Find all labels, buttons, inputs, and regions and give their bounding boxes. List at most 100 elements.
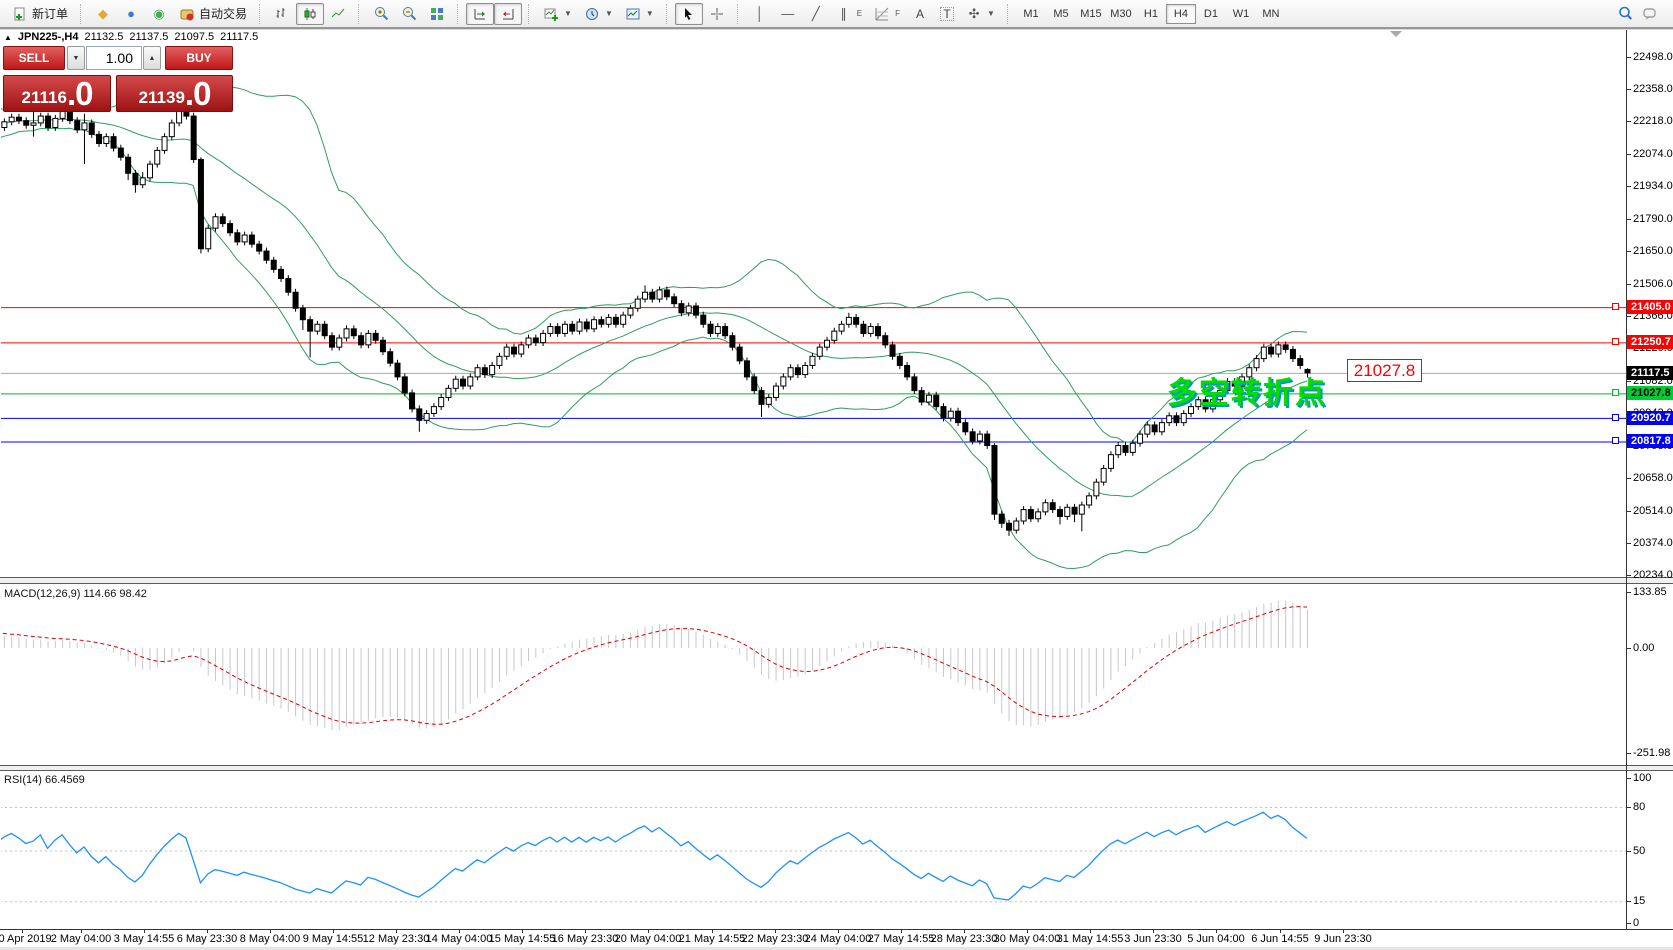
toolbar-separator bbox=[358, 3, 363, 24]
timeframe-button-d1[interactable]: D1 bbox=[1203, 7, 1218, 20]
zoom-in-button[interactable] bbox=[367, 3, 395, 25]
hline-handle[interactable] bbox=[1612, 413, 1619, 421]
timeframe-button-mn[interactable]: MN bbox=[1262, 7, 1280, 20]
text-tool-icon: A bbox=[916, 6, 925, 21]
macd-axis-label: -251.98 bbox=[1633, 747, 1671, 759]
time-axis-label: 15 May 14:55 bbox=[488, 933, 556, 945]
time-axis-label: 20 May 04:00 bbox=[614, 933, 682, 945]
price-tick-label: 22498.0 bbox=[1633, 51, 1673, 64]
hline-handle[interactable] bbox=[1612, 437, 1619, 445]
time-axis-label: 28 May 23:30 bbox=[930, 933, 998, 945]
signals-button[interactable]: ◉ bbox=[145, 3, 173, 25]
autotrading-icon bbox=[179, 6, 195, 22]
sell-price-button[interactable]: 21116.0 bbox=[3, 75, 111, 112]
time-axis-label: 3 Jun 23:30 bbox=[1124, 933, 1182, 945]
cursor-button[interactable] bbox=[674, 2, 703, 25]
rsi-axis-tick bbox=[1626, 923, 1631, 924]
time-axis-label: 22 May 23:30 bbox=[741, 933, 809, 945]
toolbar-separator bbox=[80, 3, 85, 24]
sell-button[interactable]: SELL bbox=[3, 46, 65, 70]
time-axis-tick bbox=[1090, 929, 1091, 933]
crosshair-button[interactable] bbox=[703, 3, 731, 25]
toolbar-separator bbox=[1006, 3, 1012, 24]
indicators-button[interactable]: ▼ bbox=[537, 3, 578, 25]
macd-axis-tick bbox=[1626, 592, 1631, 593]
chart-shift-marker-icon[interactable] bbox=[1390, 31, 1402, 37]
chart-shift-icon bbox=[500, 6, 516, 22]
timeframe-button-m5[interactable]: M5 bbox=[1053, 7, 1069, 20]
horizontal-line-tool-button[interactable]: — bbox=[774, 3, 802, 25]
price-tick bbox=[1626, 381, 1631, 382]
hline-handle[interactable] bbox=[1612, 338, 1619, 346]
price-axis-badge: 20920.7 bbox=[1627, 410, 1673, 425]
volume-input[interactable] bbox=[86, 46, 142, 70]
autotrading-button[interactable]: 自动交易 bbox=[173, 3, 253, 25]
macd-values: 114.66 98.42 bbox=[83, 588, 147, 600]
rsi-axis-tick bbox=[1626, 807, 1631, 808]
timeframe-button-m15[interactable]: M15 bbox=[1080, 7, 1102, 20]
toolbar-separator bbox=[736, 3, 742, 24]
arrows-tool-button[interactable]: ✣ ▼ bbox=[960, 3, 1001, 25]
pane-divider[interactable] bbox=[0, 577, 1673, 584]
hline-handle[interactable] bbox=[1612, 303, 1619, 311]
label-tool-icon: T bbox=[940, 6, 955, 21]
price-axis-badge: 21027.8 bbox=[1627, 386, 1673, 401]
trade-panel-collapse-icon[interactable]: ▲ bbox=[4, 32, 12, 42]
rsi-axis-tick bbox=[1626, 778, 1631, 779]
fibonacci-tag: F bbox=[895, 9, 901, 18]
autotrading-label: 自动交易 bbox=[199, 7, 248, 21]
dropdown-caret-icon: ▼ bbox=[564, 9, 572, 18]
buy-button[interactable]: BUY bbox=[165, 46, 233, 70]
label-tool-button[interactable]: T bbox=[934, 3, 960, 25]
price-tick bbox=[1626, 542, 1631, 544]
time-axis-tick bbox=[396, 929, 397, 933]
periods-button[interactable]: ▼ bbox=[578, 3, 619, 25]
timeframe-button-h1[interactable]: H1 bbox=[1143, 7, 1158, 20]
time-axis-tick bbox=[1216, 929, 1217, 933]
bar-chart-button[interactable] bbox=[268, 3, 296, 25]
price-tick bbox=[1626, 57, 1631, 59]
trendline-tool-button[interactable]: ╱ bbox=[802, 3, 830, 25]
volume-decrease-button[interactable]: ▼ bbox=[67, 46, 85, 70]
price-tick-label: 21790.0 bbox=[1633, 213, 1673, 226]
fibonacci-tool-button[interactable]: F bbox=[868, 3, 906, 25]
fibonacci-icon bbox=[874, 6, 890, 22]
auto-scroll-button[interactable] bbox=[466, 2, 495, 25]
hline-handle[interactable] bbox=[1612, 389, 1619, 397]
rsi-axis-label: 50 bbox=[1633, 844, 1646, 857]
channel-tool-button[interactable]: ∥ E bbox=[830, 3, 868, 25]
time-axis-label: 9 Jun 23:30 bbox=[1314, 933, 1372, 945]
templates-button[interactable]: ▼ bbox=[619, 3, 660, 25]
timeframe-button-m30[interactable]: M30 bbox=[1110, 7, 1132, 20]
pane-divider[interactable] bbox=[0, 765, 1673, 771]
zoom-out-button[interactable] bbox=[395, 3, 423, 25]
dropdown-caret-icon: ▼ bbox=[645, 9, 654, 18]
community-button[interactable]: ● bbox=[117, 3, 145, 25]
time-axis-tick bbox=[585, 929, 586, 933]
toolbar-separator bbox=[665, 3, 671, 24]
buy-price-button[interactable]: 21139.0 bbox=[116, 75, 233, 112]
text-tool-button[interactable]: A bbox=[906, 3, 934, 25]
line-chart-button[interactable] bbox=[324, 3, 352, 25]
chart-text-annotation[interactable]: 多空转折点 bbox=[1167, 377, 1327, 410]
timeframe-button-m1[interactable]: M1 bbox=[1023, 7, 1039, 20]
timeframe-button-w1[interactable]: W1 bbox=[1232, 7, 1250, 20]
new-order-button[interactable]: 新订单 bbox=[6, 3, 74, 25]
styler-button[interactable]: ◆ bbox=[89, 3, 117, 25]
annotation-price-label[interactable]: 21027.8 bbox=[1347, 359, 1422, 382]
timeframe-button-h4[interactable]: H4 bbox=[1165, 3, 1196, 24]
brush-icon: ◆ bbox=[98, 5, 109, 21]
zoom-in-icon bbox=[373, 6, 389, 22]
volume-increase-button[interactable]: ▲ bbox=[143, 46, 161, 70]
chat-icon[interactable] bbox=[1643, 6, 1659, 22]
rsi-axis-label: 0 bbox=[1633, 917, 1640, 929]
search-icon[interactable] bbox=[1617, 6, 1633, 22]
vertical-line-tool-button[interactable]: │ bbox=[746, 3, 774, 25]
candlestick-chart-button[interactable] bbox=[296, 2, 325, 25]
tile-windows-button[interactable] bbox=[423, 3, 451, 25]
chart-shift-button[interactable] bbox=[494, 2, 523, 25]
open-value: 21132.5 bbox=[84, 31, 124, 43]
macd-label: MACD(12,26,9) bbox=[4, 588, 81, 600]
